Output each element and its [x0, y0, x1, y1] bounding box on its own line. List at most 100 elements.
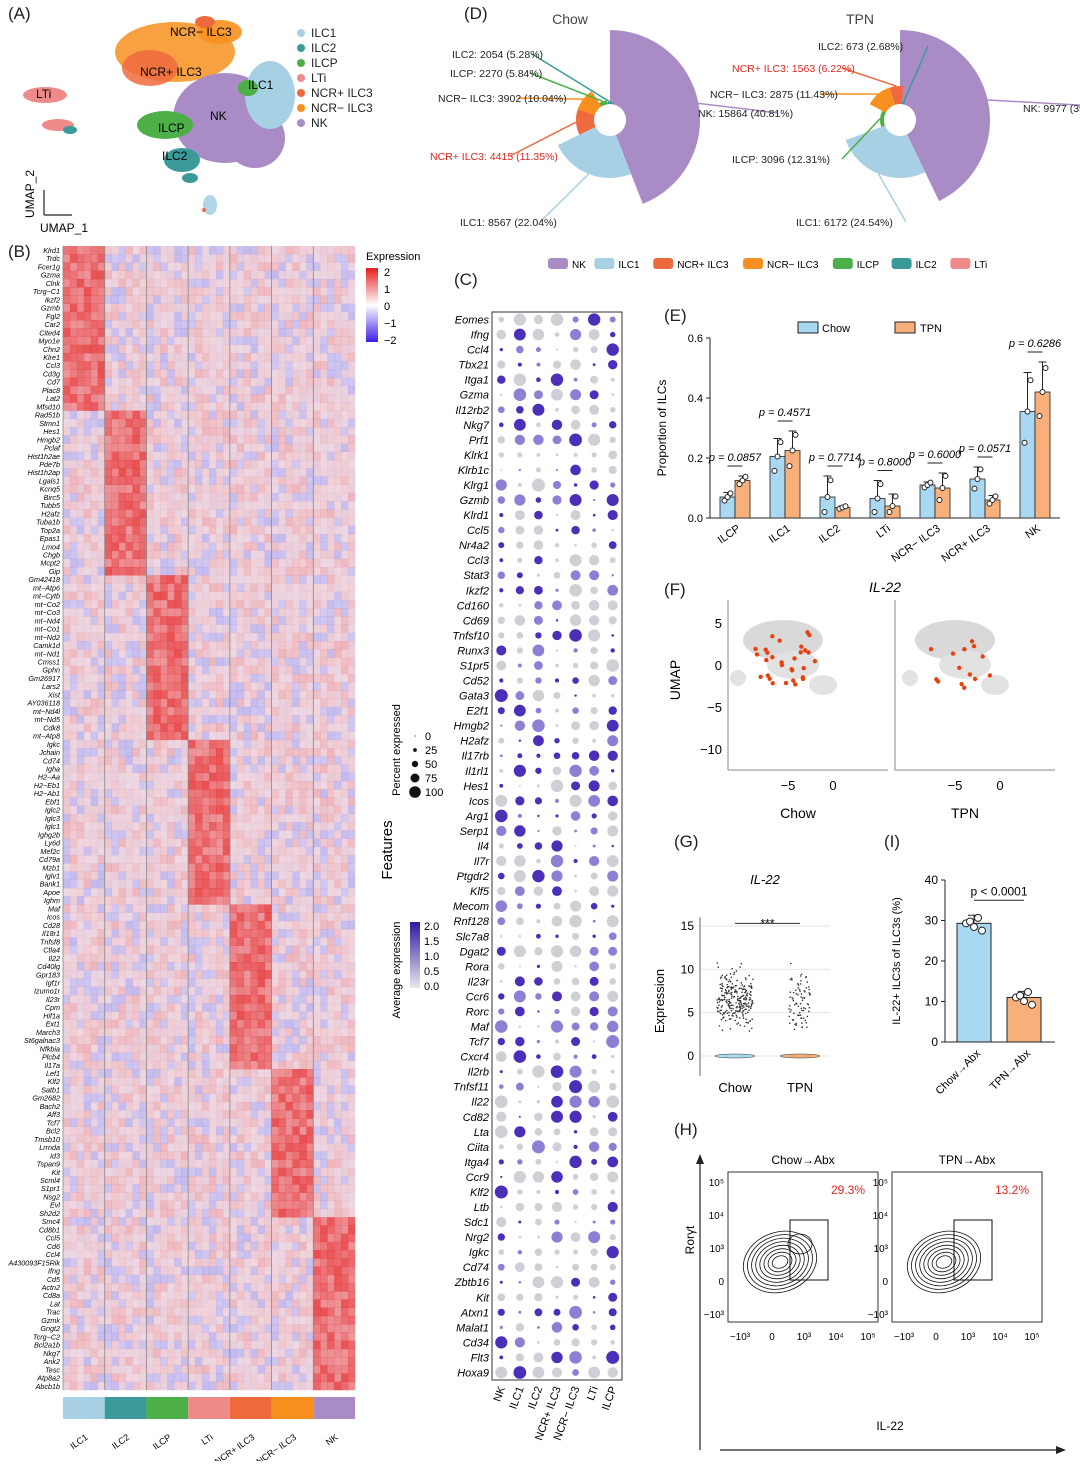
- heatmap-cell: [160, 1192, 167, 1201]
- heatmap-cell: [230, 419, 237, 428]
- heatmap-cell: [181, 871, 188, 880]
- heatmap-cell: [146, 320, 153, 329]
- heatmap-cell: [139, 732, 146, 741]
- heatmap-cell: [272, 913, 279, 922]
- heatmap-cell: [133, 1382, 140, 1391]
- heatmap-cell: [188, 271, 195, 280]
- heatmap-cell: [167, 987, 174, 996]
- heatmap-cell: [188, 452, 195, 461]
- heatmap-cell: [258, 863, 265, 872]
- heatmap-cell: [160, 583, 167, 592]
- heatmap-cell: [188, 254, 195, 263]
- heatmap-cell: [63, 1374, 70, 1383]
- heatmap-cell: [174, 1003, 181, 1012]
- heatmap-cell: [146, 797, 153, 806]
- heatmap-cell: [139, 444, 146, 453]
- heatmap-cell: [244, 995, 251, 1004]
- heatmap-cell: [105, 1258, 112, 1267]
- heatmap-cell: [202, 1324, 209, 1333]
- heatmap-cell: [133, 1217, 140, 1226]
- heatmap-cell: [223, 847, 230, 856]
- heatmap-cell: [279, 1102, 286, 1111]
- heatmap-cell: [119, 600, 126, 609]
- heatmap-cell: [98, 501, 105, 510]
- heatmap-cell: [202, 715, 209, 724]
- heatmap-cell: [77, 444, 84, 453]
- heatmap-cell: [77, 970, 84, 979]
- heatmap-cell: [223, 995, 230, 1004]
- heatmap-cell: [119, 279, 126, 288]
- heatmap-cell: [105, 921, 112, 930]
- heatmap-cell: [70, 806, 77, 815]
- heatmap-cell: [230, 1094, 237, 1103]
- heatmap-cell: [299, 378, 306, 387]
- heatmap-cell: [285, 262, 292, 271]
- heatmap-cell: [237, 682, 244, 691]
- heatmap-cell: [84, 830, 91, 839]
- heatmap-cell: [160, 1094, 167, 1103]
- heatmap-cell: [181, 740, 188, 749]
- heatmap-cell: [153, 970, 160, 979]
- heatmap-cell: [181, 1143, 188, 1152]
- heatmap-cell: [146, 1291, 153, 1300]
- heatmap-cell: [216, 575, 223, 584]
- heatmap-cell: [139, 460, 146, 469]
- heatmap-cell: [258, 978, 265, 987]
- heatmap-cell: [258, 394, 265, 403]
- heatmap-cell: [146, 1085, 153, 1094]
- heatmap-cell: [285, 320, 292, 329]
- heatmap-cell: [195, 592, 202, 601]
- heatmap-cell: [258, 444, 265, 453]
- heatmap-cell: [63, 534, 70, 543]
- heatmap-cell: [258, 246, 265, 255]
- heatmap-cell: [139, 896, 146, 905]
- heatmap-cell: [77, 526, 84, 535]
- heatmap-cell: [63, 386, 70, 395]
- heatmap-cell: [84, 970, 91, 979]
- heatmap-cell: [63, 1110, 70, 1119]
- heatmap-cell: [126, 962, 133, 971]
- heatmap-cell: [139, 551, 146, 560]
- heatmap-cell: [91, 542, 98, 551]
- heatmap-cell: [181, 1011, 188, 1020]
- heatmap-cell: [112, 1127, 119, 1136]
- heatmap-cell: [174, 592, 181, 601]
- heatmap-cell: [265, 888, 272, 897]
- heatmap-cell: [133, 715, 140, 724]
- heatmap-cell: [174, 337, 181, 346]
- heatmap-cell: [77, 1209, 84, 1218]
- heatmap-cell: [139, 1374, 146, 1383]
- heatmap-cell: [223, 1044, 230, 1053]
- heatmap-cell: [306, 295, 313, 304]
- heatmap-cell: [209, 855, 216, 864]
- heatmap-cell: [188, 575, 195, 584]
- heatmap-cell: [174, 748, 181, 757]
- heatmap-cell: [126, 468, 133, 477]
- heatmap-cell: [77, 888, 84, 897]
- heatmap-cell: [181, 954, 188, 963]
- heatmap-cell: [230, 1308, 237, 1317]
- heatmap-cell: [209, 995, 216, 1004]
- heatmap-cell: [139, 978, 146, 987]
- heatmap-cell: [181, 1357, 188, 1366]
- heatmap-cell: [202, 287, 209, 296]
- heatmap-cell: [195, 353, 202, 362]
- heatmap-cell: [306, 369, 313, 378]
- heatmap-cell: [139, 1332, 146, 1341]
- heatmap-cell: [98, 1160, 105, 1169]
- heatmap-cell: [119, 1085, 126, 1094]
- heatmap-cell: [216, 625, 223, 634]
- heatmap-cell: [146, 337, 153, 346]
- heatmap-cell: [279, 452, 286, 461]
- heatmap-cell: [251, 551, 258, 560]
- heatmap-cell: [139, 707, 146, 716]
- heatmap-cell: [223, 1143, 230, 1152]
- heatmap-cell: [146, 509, 153, 518]
- heatmap-cell: [237, 1160, 244, 1169]
- heatmap-cell: [112, 1003, 119, 1012]
- heatmap-cell: [77, 748, 84, 757]
- heatmap-cell: [279, 1209, 286, 1218]
- heatmap-cell: [70, 1209, 77, 1218]
- heatmap-cell: [105, 806, 112, 815]
- heatmap-cell: [139, 871, 146, 880]
